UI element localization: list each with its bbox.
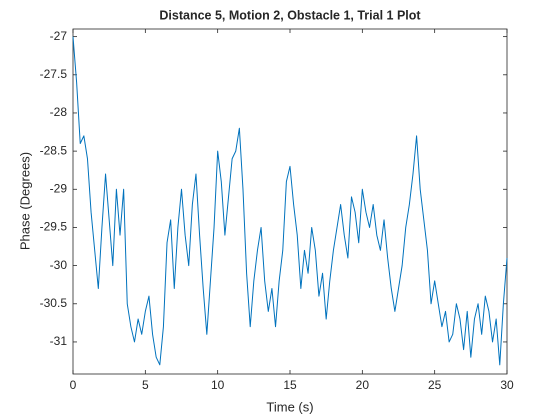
y-tick-label: -28.5 <box>40 143 68 157</box>
x-tick-label: 20 <box>356 378 370 392</box>
y-tick-label: -29 <box>50 181 68 195</box>
y-tick-label: -27.5 <box>40 67 68 81</box>
chart-title: Distance 5, Motion 2, Obstacle 1, Trial … <box>159 8 421 22</box>
y-tick-label: -28 <box>50 105 68 119</box>
x-tick-label: 25 <box>428 378 442 392</box>
x-tick-label: 10 <box>211 378 225 392</box>
axes-box <box>72 28 508 375</box>
y-tick-label: -29.5 <box>40 220 68 234</box>
x-axis-label: Time (s) <box>266 399 313 414</box>
x-tick-label: 0 <box>70 378 77 392</box>
x-tick-label: 30 <box>500 378 514 392</box>
y-tick-label: -30.5 <box>40 296 68 310</box>
y-axis-label: Phase (Degrees) <box>17 152 32 250</box>
y-tick-label: -27 <box>50 29 68 43</box>
x-tick-label: 15 <box>283 378 297 392</box>
data-line <box>72 36 508 366</box>
y-tick-label: -30 <box>50 258 68 272</box>
y-tick-label: -31 <box>50 334 68 348</box>
x-tick-label: 5 <box>142 378 149 392</box>
